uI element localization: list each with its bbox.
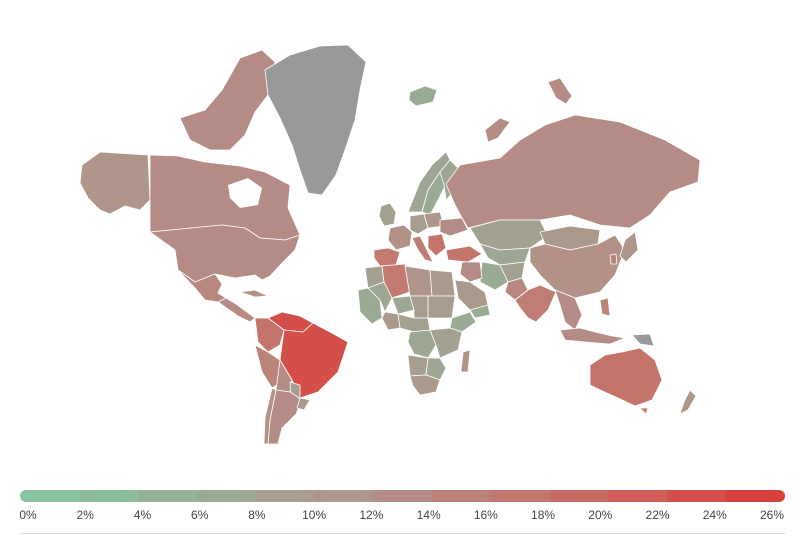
- region-egypt[interactable]: [429, 269, 456, 297]
- scale-tick-label: 10%: [302, 508, 327, 522]
- scale-tick-label: 0%: [19, 508, 37, 522]
- scale-tick-label: 2%: [76, 508, 94, 522]
- scale-tick-label: 18%: [531, 508, 556, 522]
- region-indonesia[interactable]: [559, 327, 626, 345]
- region-iraq[interactable]: [459, 261, 483, 283]
- region-madagascar[interactable]: [460, 349, 471, 373]
- region-philippines[interactable]: [599, 297, 611, 317]
- region-colombia[interactable]: [254, 317, 285, 353]
- region-mali[interactable]: [367, 281, 393, 313]
- region-iceland[interactable]: [408, 85, 438, 107]
- region-india[interactable]: [514, 284, 557, 323]
- scale-tick-label: 12%: [359, 508, 384, 522]
- region-angola[interactable]: [407, 354, 429, 377]
- region-united-kingdom[interactable]: [378, 202, 397, 227]
- region-papua-new-guinea[interactable]: [631, 333, 655, 347]
- scale-segment: [255, 490, 315, 502]
- scale-segment: [726, 490, 785, 502]
- country-layer: [79, 44, 701, 445]
- hudson-bay: [228, 178, 262, 208]
- scale-segment: [314, 490, 374, 502]
- region-china[interactable]: [529, 234, 626, 299]
- region-italy[interactable]: [411, 235, 434, 263]
- region-tasmania[interactable]: [639, 407, 649, 415]
- region-novaya-zemlya[interactable]: [547, 77, 573, 105]
- scale-segment: [373, 490, 432, 502]
- region-east-africa[interactable]: [429, 327, 463, 359]
- scale-segment: [78, 490, 138, 502]
- region-japan[interactable]: [619, 231, 639, 263]
- color-scale-ticks: 0% 2% 4% 6% 8% 10% 12% 14% 16% 18% 20% 22% 24% 26%: [0, 508, 800, 528]
- region-libya[interactable]: [404, 265, 433, 297]
- region-southern-africa[interactable]: [425, 357, 447, 381]
- region-cuba[interactable]: [239, 289, 269, 298]
- region-yemen[interactable]: [469, 304, 491, 319]
- scale-tick-label: 16%: [473, 508, 498, 522]
- region-australia[interactable]: [589, 347, 663, 407]
- region-nigeria[interactable]: [381, 311, 401, 331]
- region-russia[interactable]: [445, 114, 701, 229]
- scale-segment: [608, 490, 668, 502]
- region-russian-arctic-islands[interactable]: [484, 117, 511, 143]
- scale-tick-label: 20%: [588, 508, 613, 522]
- region-balkans[interactable]: [427, 233, 447, 257]
- region-saudi-arabia[interactable]: [454, 279, 489, 311]
- scale-tick-label: 8%: [248, 508, 266, 522]
- region-new-zealand[interactable]: [679, 389, 697, 415]
- region-sudan[interactable]: [427, 295, 456, 319]
- region-france[interactable]: [387, 224, 413, 251]
- region-south-korea[interactable]: [609, 253, 618, 265]
- region-turkey[interactable]: [445, 245, 483, 263]
- scale-segment: [137, 490, 197, 502]
- color-scale-bar: [20, 490, 785, 502]
- region-ethiopia[interactable]: [449, 311, 477, 333]
- region-greenland[interactable]: [264, 44, 367, 196]
- scale-tick-label: 24%: [702, 508, 727, 522]
- scale-segment: [431, 490, 491, 502]
- scale-segment: [549, 490, 609, 502]
- scale-segment: [490, 490, 550, 502]
- region-uruguay[interactable]: [296, 397, 311, 411]
- region-chile[interactable]: [263, 387, 277, 445]
- scale-segment: [196, 490, 256, 502]
- region-germany[interactable]: [409, 213, 429, 235]
- scale-tick-label: 14%: [416, 508, 441, 522]
- region-mexico[interactable]: [177, 269, 227, 303]
- scale-segment: [667, 490, 727, 502]
- region-spain[interactable]: [373, 247, 401, 267]
- region-algeria[interactable]: [381, 263, 411, 299]
- region-central-america[interactable]: [217, 297, 256, 323]
- scale-tick-label: 6%: [191, 508, 209, 522]
- world-map: [79, 44, 701, 445]
- scale-tick-label: 4%: [133, 508, 152, 522]
- scale-segment: [20, 490, 79, 502]
- footer-divider: [20, 533, 785, 534]
- scale-tick-label: 22%: [645, 508, 670, 522]
- region-canadian-arctic-islands[interactable]: [179, 49, 276, 151]
- region-south-africa[interactable]: [409, 374, 441, 396]
- region-ukraine[interactable]: [439, 217, 469, 237]
- region-alaska[interactable]: [79, 151, 151, 215]
- scale-tick-label: 26%: [759, 508, 785, 522]
